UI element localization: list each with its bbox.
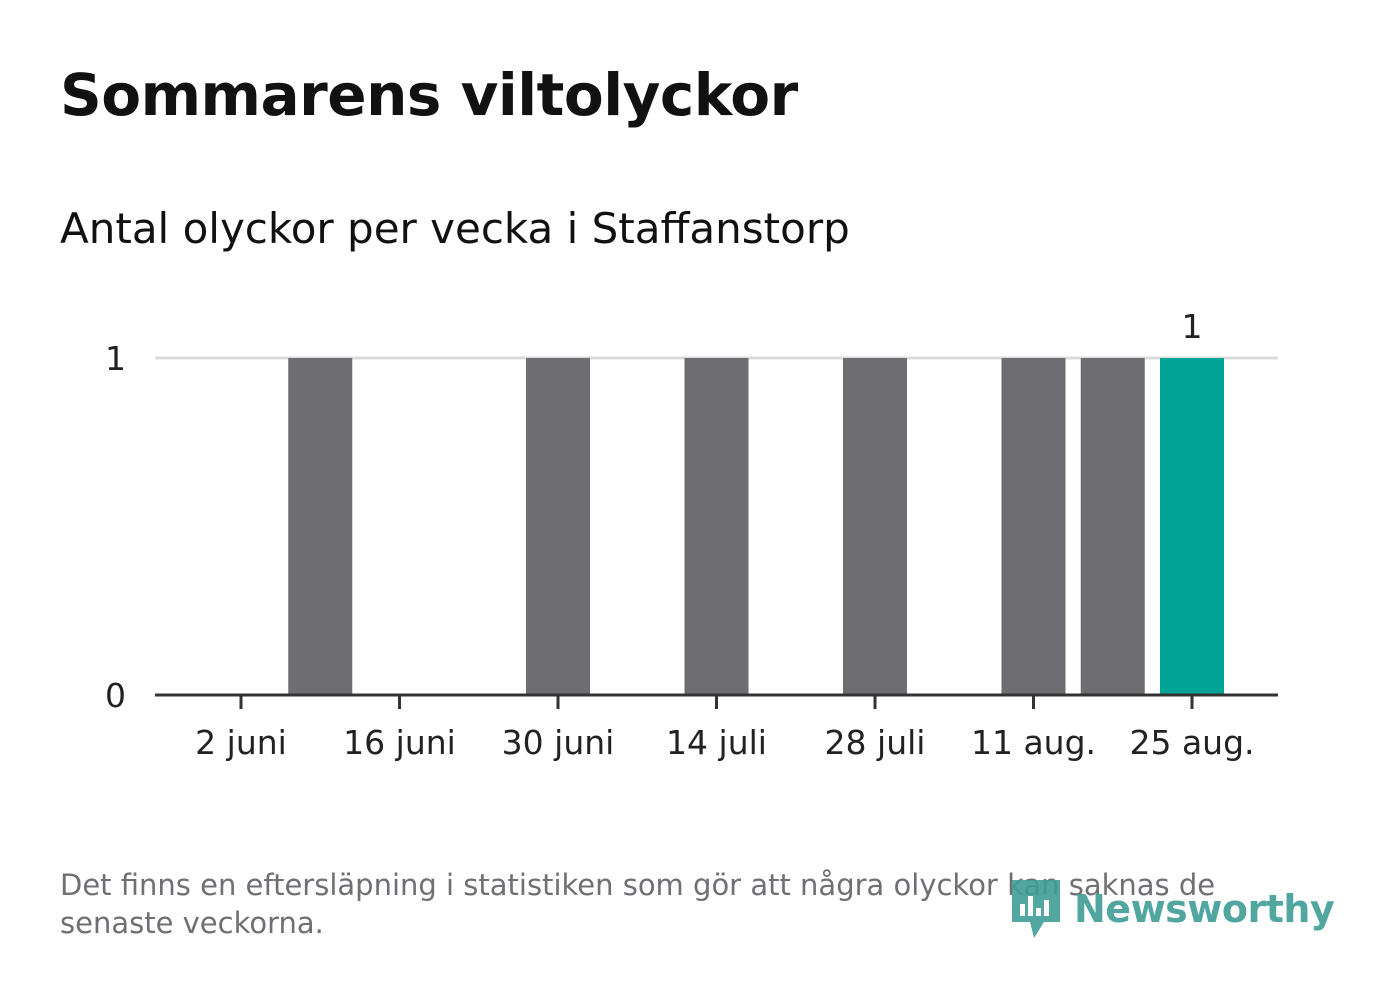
newsworthy-logo: Newsworthy	[1010, 878, 1335, 940]
x-tick-label: 16 juni	[343, 723, 456, 762]
bar-14-juli	[684, 358, 749, 695]
x-tick-label: 14 juli	[666, 723, 767, 762]
bar-25-aug-	[1160, 358, 1224, 695]
bar-30-juni	[526, 358, 590, 695]
bar-18-aug-	[1080, 358, 1145, 695]
bar-chart-logo-icon	[1012, 880, 1060, 938]
bar-28-juli	[843, 358, 907, 695]
x-tick-label: 11 aug.	[971, 723, 1096, 762]
data-label: 1	[1182, 307, 1203, 346]
x-tick-label: 2 juni	[195, 723, 287, 762]
y-tick-label-1: 1	[105, 339, 126, 378]
x-tick-label: 25 aug.	[1129, 723, 1254, 762]
bar-9-juni	[288, 358, 353, 695]
x-tick-label: 28 juli	[825, 723, 926, 762]
chart-subtitle: Antal olyckor per vecka i Staffanstorp	[60, 204, 850, 253]
x-tick-label: 30 juni	[502, 723, 615, 762]
chart-title: Sommarens viltolyckor	[60, 61, 798, 129]
y-tick-label-0: 0	[105, 676, 126, 715]
brand-name: Newsworthy	[1074, 887, 1335, 931]
bar-11-aug-	[1001, 358, 1066, 695]
